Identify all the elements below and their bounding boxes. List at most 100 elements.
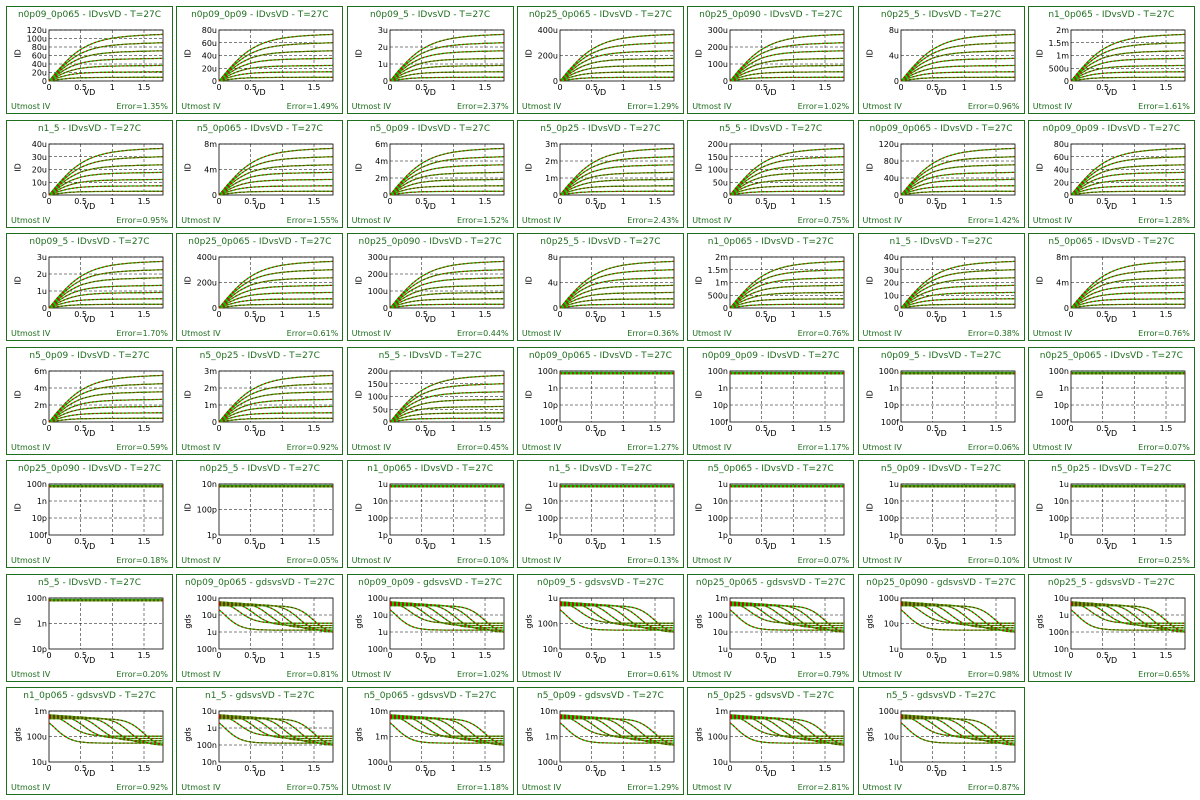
- simulated-curve: [559, 190, 674, 196]
- x-axis-label: VD: [424, 201, 436, 211]
- chart-panel: n5_0p25 - IDvsVD - T=27C 0 1m 2m 3m 0 0.5 1 1.5 I…: [516, 119, 684, 228]
- chart-title: n0p09_0p09 - IDvsVD - T=27C: [1042, 123, 1180, 134]
- x-tick-label: 0.5: [74, 424, 87, 433]
- chart-panel: n5_0p25 - IDvsVD - T=27C 1p 100p 10n 1u 0 0.5 1…: [1027, 460, 1195, 568]
- simulated-curve: [729, 33, 845, 82]
- y-axis-label: ID: [13, 276, 23, 285]
- x-tick-label: 1: [110, 310, 115, 319]
- y-tick-label: 100p: [708, 514, 728, 523]
- simulated-curve: [48, 260, 164, 309]
- x-tick-label: 0: [898, 310, 903, 319]
- simulated-curve: [729, 291, 845, 309]
- y-tick-label: 300u: [708, 26, 728, 35]
- simulated-curve: [48, 284, 163, 309]
- plot-area: 0 20u 40u 60u 80u 0 0.5 1 1.5: [1054, 140, 1186, 206]
- chart-title: n0p09_0p065 - IDvsVD - T=27C: [528, 350, 672, 361]
- y-tick-label: 0: [553, 77, 558, 86]
- chart-panel: n0p25_5 - IDvsVD - T=27C 1p 100p 10n 0 0.5 1 1.…: [176, 460, 344, 568]
- error-label: Error=1.42%: [967, 215, 1020, 225]
- y-tick-label: 10p: [32, 645, 47, 654]
- simulated-curve: [48, 277, 164, 309]
- y-axis-label: ID: [524, 276, 534, 285]
- x-tick-label: 0: [387, 310, 392, 319]
- chart-title: n0p09_0p065 - IDvsVD - T=27C: [869, 123, 1013, 134]
- x-axis-label: VD: [83, 769, 96, 778]
- plot-area: 10n 100n 1u 10u 0 0.5 1 1.5: [1048, 594, 1186, 660]
- chart-title: n0p09_0p065 - gdsvsVD - T=27C: [184, 577, 335, 588]
- x-tick-label: 0: [728, 651, 733, 660]
- y-axis-label: gds: [183, 613, 193, 629]
- y-tick-label: 0: [893, 77, 898, 86]
- y-tick-label: 200u: [708, 43, 728, 52]
- chart-title: n1_5 - IDvsVD - T=27C: [889, 237, 993, 247]
- y-tick-label: 0: [723, 191, 728, 200]
- simulated-curve: [900, 269, 1015, 309]
- y-tick-label: 400u: [197, 253, 217, 262]
- y-tick-label: 6m: [34, 367, 47, 376]
- error-label: Error=1.61%: [1138, 102, 1190, 111]
- x-tick-label: 1.5: [478, 197, 491, 206]
- chart-title: n0p25_0p090 - IDvsVD - T=27C: [17, 464, 162, 474]
- simulated-curve: [48, 71, 163, 82]
- y-axis-label: ID: [13, 389, 23, 399]
- chart-title: n0p09_0p09 - gdsvsVD - T=27C: [358, 577, 503, 588]
- y-tick-label: 1m: [545, 174, 558, 183]
- simulated-curve: [48, 411, 163, 423]
- chart-panel: n0p09_0p065 - IDvsVD - T=27C 100f 10p 1n 100…: [516, 346, 684, 455]
- x-tick-label: 1.5: [1159, 424, 1172, 433]
- simulated-curve: [1070, 260, 1185, 309]
- y-axis-label: ID: [1035, 162, 1045, 172]
- x-tick-label: 1.5: [649, 197, 662, 206]
- x-tick-label: 0.5: [585, 197, 598, 206]
- x-tick-label: 1.5: [478, 310, 491, 319]
- simulated-curve: [900, 71, 1015, 82]
- y-tick-label: 2m: [1056, 26, 1069, 35]
- y-tick-label: 10p: [543, 401, 558, 410]
- chart-title: n0p25_0p065 - IDvsVD - T=27C: [528, 10, 672, 20]
- plot-area: 10n 100n 1u 10u 0 0.5 1 1.5: [197, 707, 334, 773]
- chart-panel: n1_0p065 - IDvsVD - T=27C 1p 100p 10n 1u 0 0.5…: [346, 460, 514, 568]
- simulated-curve: [900, 190, 1015, 196]
- y-tick-label: 100p: [197, 506, 217, 515]
- y-tick-label: 10u: [713, 758, 728, 767]
- simulated-curve: [389, 716, 504, 744]
- simulated-curve: [48, 298, 163, 309]
- chart-panel: n1_0p065 - IDvsVD - T=27C 0 500u 1m 1.5m 2m 0 0…: [687, 233, 855, 341]
- simulated-curve: [389, 714, 504, 740]
- error-label: Error=2.43%: [627, 215, 679, 225]
- x-axis-label: VD: [424, 542, 436, 551]
- y-tick-label: 0: [723, 77, 728, 86]
- footer-label: Utmost IV: [181, 329, 221, 338]
- simulated-curve: [219, 76, 334, 82]
- chart-title: n5_0p09 - gdsvsVD - T=27C: [537, 691, 664, 701]
- y-tick-label: 1u: [1059, 611, 1069, 620]
- chart-grid: n0p09_0p065 - IDvsVD - T=27C 0 20u 40u 60u 80…: [6, 6, 1198, 798]
- simulated-curve: [389, 269, 504, 309]
- y-tick-label: 10n: [1054, 645, 1069, 654]
- x-tick-label: 0.5: [926, 651, 939, 660]
- x-tick-label: 1: [621, 651, 626, 660]
- x-tick-label: 0: [387, 764, 392, 773]
- simulated-curve: [48, 178, 164, 195]
- y-tick-label: 1m: [715, 594, 728, 603]
- x-tick-label: 0.5: [755, 537, 768, 546]
- plot-area: 0 100u 200u 300u 0 0.5 1 1.5: [367, 253, 504, 319]
- chart-panel: n0p25_0p065 - IDvsVD - T=27C 100f 10p 1n 100…: [1027, 346, 1195, 455]
- plot-frame: [900, 483, 1015, 536]
- y-tick-label: 0: [553, 191, 558, 200]
- plot-frame: [1070, 370, 1186, 422]
- y-axis-label: ID: [865, 49, 874, 58]
- y-tick-label: 40u: [883, 174, 898, 183]
- y-tick-label: 10n: [543, 497, 558, 506]
- y-tick-label: 1m: [34, 707, 47, 716]
- x-tick-label: 1: [110, 197, 115, 206]
- plot-area: 100u 1m 10m 0 0.5 1 1.5: [538, 707, 675, 773]
- chart-title: n0p09_5 - IDvsVD - T=27C: [880, 350, 1002, 361]
- footer-label: Utmost IV: [1032, 102, 1073, 111]
- y-tick-label: 2m: [715, 253, 728, 262]
- error-label: Error=1.02%: [797, 102, 850, 111]
- simulated-curve: [219, 715, 334, 742]
- y-tick-label: 100n: [197, 645, 217, 654]
- x-tick-label: 1.5: [989, 197, 1002, 206]
- simulated-curve: [48, 390, 164, 422]
